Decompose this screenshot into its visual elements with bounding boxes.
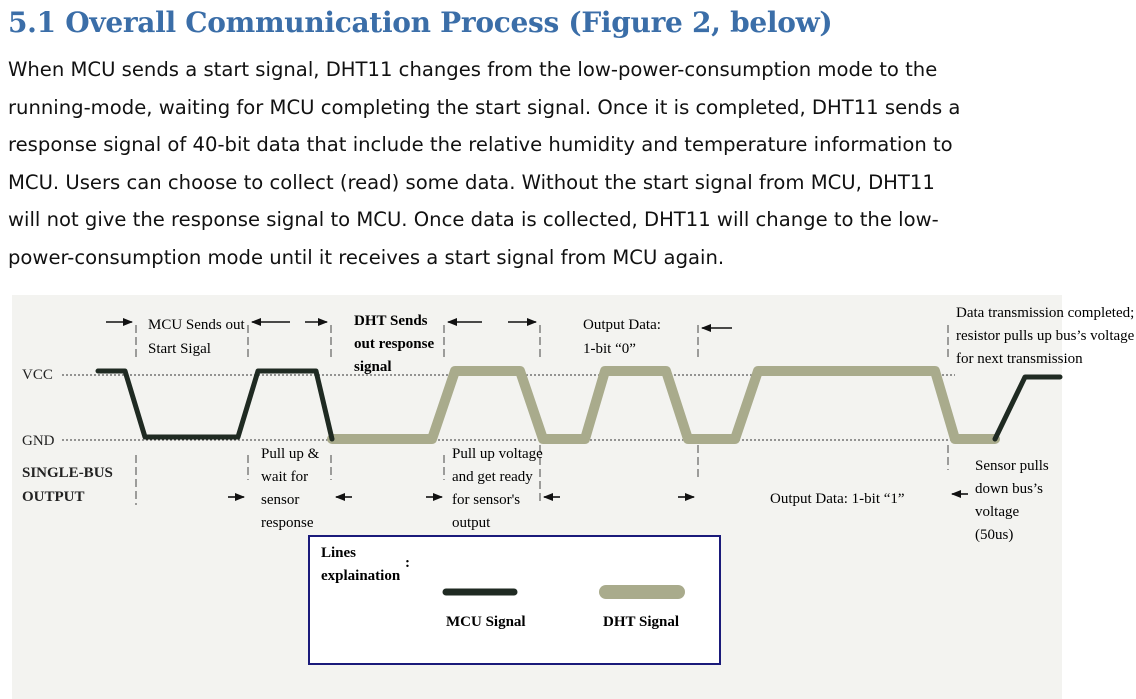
legend-mcu-label: MCU Signal [446, 614, 526, 630]
dht-response-label: signal [354, 359, 392, 375]
paragraph-line: response signal of 40-bit data that incl… [8, 133, 953, 156]
legend: Lines explaination : MCU Signal DHT Sign… [308, 535, 721, 665]
completed-label: resistor pulls up bus’s voltage [956, 328, 1135, 344]
sensor-pulls-label: down bus’s [975, 481, 1043, 497]
legend-colon: : [405, 555, 410, 571]
sensor-pulls-label: (50us) [975, 527, 1013, 543]
paragraph-line: When MCU sends a start signal, DHT11 cha… [8, 58, 938, 81]
bus-output-label: SINGLE-BUS [22, 465, 113, 481]
dht-response-label: DHT Sends [354, 313, 428, 329]
dht-response-label: out response [354, 336, 434, 352]
output-zero-label: 1-bit “0” [583, 341, 636, 357]
boundary-markers [135, 325, 949, 505]
paragraph-line: will not give the response signal to MCU… [8, 208, 939, 231]
span-arrows [106, 318, 968, 501]
pullup-ready-label: Pull up voltage [452, 446, 543, 462]
legend-frame [308, 535, 721, 665]
sensor-pulls-label: voltage [975, 504, 1019, 520]
mcu-start-label: MCU Sends out [148, 317, 246, 333]
section-heading: 5.1 Overall Communication Process (Figur… [8, 6, 833, 39]
legend-dht-label: DHT Signal [603, 614, 679, 630]
body-paragraph: When MCU sends a start signal, DHT11 cha… [8, 51, 1123, 276]
mcu-signal-waveform [95, 368, 335, 442]
completed-label: Data transmission completed; [956, 305, 1134, 321]
output-one-label: Output Data: 1-bit “1” [770, 491, 905, 507]
paragraph-line: power-consumption mode until it receives… [8, 245, 725, 269]
timing-diagram-figure: VCC GND SINGLE-BUS OUTPUT MCU Sends out … [0, 295, 1136, 699]
output-zero-label: Output Data: [583, 317, 661, 333]
dht-signal-waveform [327, 366, 1000, 444]
vcc-label: VCC [22, 367, 53, 383]
pullup-wait-label: wait for [261, 469, 308, 485]
timing-diagram: VCC GND SINGLE-BUS OUTPUT MCU Sends out … [12, 295, 1135, 699]
pullup-ready-label: for sensor's [452, 492, 520, 508]
pullup-ready-label: and get ready [452, 469, 533, 485]
paragraph-line: MCU. Users can choose to collect (read) … [8, 170, 935, 194]
pullup-wait-label: response [261, 515, 314, 531]
pullup-wait-label: sensor [261, 492, 299, 508]
bus-output-label: OUTPUT [22, 489, 85, 505]
gnd-label: GND [22, 433, 55, 449]
completed-label: for next transmission [956, 351, 1083, 367]
mcu-signal-release [992, 374, 1063, 442]
legend-title: explaination [321, 568, 401, 584]
legend-title: Lines [321, 545, 356, 561]
paragraph-line: running-mode, waiting for MCU completing… [8, 95, 961, 119]
pullup-wait-label: Pull up & [261, 446, 320, 462]
mcu-start-label: Start Sigal [148, 341, 211, 357]
pullup-ready-label: output [452, 515, 491, 531]
sensor-pulls-label: Sensor pulls [975, 458, 1049, 474]
